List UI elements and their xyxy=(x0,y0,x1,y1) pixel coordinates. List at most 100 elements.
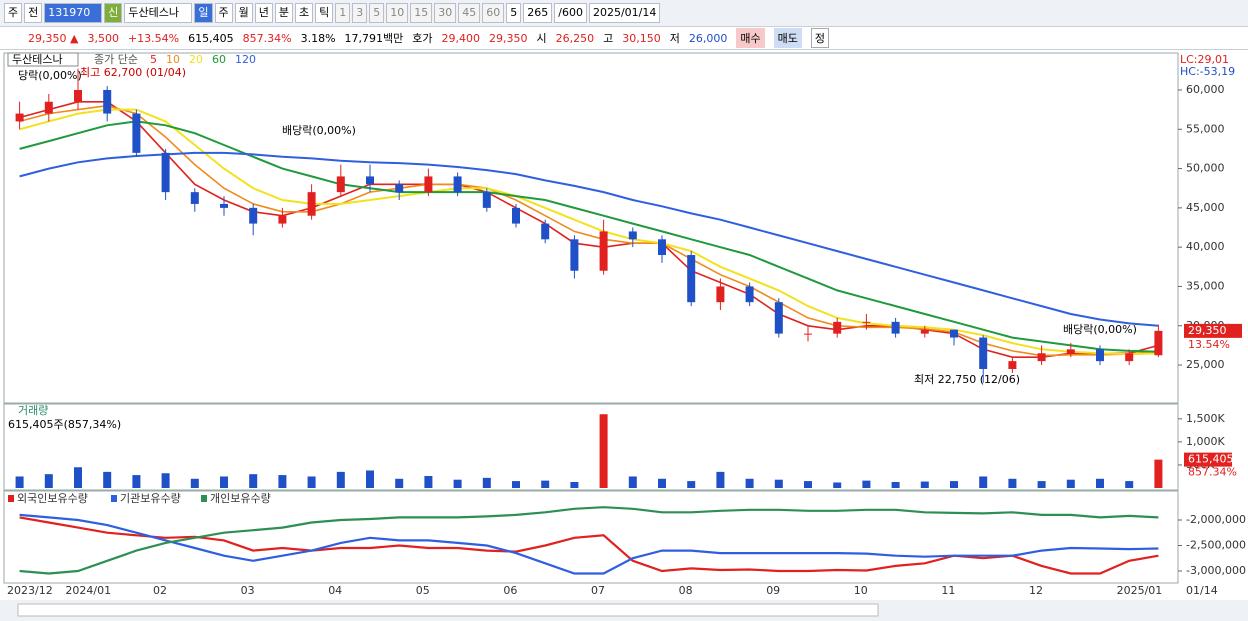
toolbar-item[interactable]: 2025/01/14 xyxy=(588,3,661,23)
candle-body xyxy=(599,231,608,271)
volume-bar xyxy=(74,467,82,488)
volume-bar xyxy=(220,476,228,488)
x-tick-label: 2024/01 xyxy=(65,584,111,597)
x-tick-label: 2023/12 xyxy=(7,584,53,597)
candle-body xyxy=(103,89,112,114)
candle-body xyxy=(716,286,725,303)
x-tick-label: 04 xyxy=(328,584,342,597)
legend-entry: 60 xyxy=(212,53,226,66)
legend-box xyxy=(7,52,79,67)
candle-body xyxy=(979,337,988,369)
volume-bar xyxy=(190,478,199,488)
hc-label: HC:-53,19 xyxy=(1180,65,1235,78)
y-tick-label: -3,000,000 xyxy=(1186,564,1246,577)
x-tick-label: 08 xyxy=(679,584,693,597)
price-tag-bg xyxy=(1184,323,1242,338)
x-tick-label: 2025/01 xyxy=(1117,584,1163,597)
toolbar-item[interactable]: 10 xyxy=(386,3,409,23)
legend-swatch xyxy=(201,495,207,502)
toolbar-item[interactable]: 신 xyxy=(104,3,123,23)
volume-bar xyxy=(482,477,491,488)
toolbar-item[interactable]: 년 xyxy=(254,3,273,23)
info-item: 29,400 xyxy=(441,31,481,45)
legend-title: 두산테스나 xyxy=(12,53,63,66)
info-item[interactable]: 매도 xyxy=(773,28,802,48)
candle-body xyxy=(307,192,316,216)
holding-line xyxy=(19,516,1159,575)
toolbar-item[interactable]: 일 xyxy=(194,3,213,23)
x-end-label: 01/14 xyxy=(1186,584,1218,597)
toolbar-item[interactable]: 5 xyxy=(369,3,385,23)
toolbar-item[interactable]: 두산테스나 xyxy=(124,3,193,23)
toolbar-item[interactable]: 131970 xyxy=(44,3,103,23)
volume-tag-bg xyxy=(1184,452,1232,467)
candle-body xyxy=(1037,353,1046,362)
toolbar-item[interactable]: 265 xyxy=(523,3,553,23)
volume-bar xyxy=(336,471,345,488)
toolbar-item[interactable]: 30 xyxy=(434,3,457,23)
info-item: 17,791백만 xyxy=(344,32,404,45)
ma-line xyxy=(19,101,1159,358)
toolbar-item[interactable]: 5 xyxy=(506,3,522,23)
info-item: 29,350 ▲ xyxy=(28,31,79,45)
price-tag: 29,350 xyxy=(1188,324,1227,337)
toolbar-item[interactable]: 전 xyxy=(24,3,43,23)
volume-bar xyxy=(15,476,24,488)
ma-line xyxy=(19,120,1159,353)
x-tick-label: 12 xyxy=(1029,584,1043,597)
candle-body xyxy=(220,203,228,208)
info-item[interactable]: 매수 xyxy=(736,28,765,48)
volume-bar xyxy=(132,475,141,488)
info-item: 고 xyxy=(603,32,614,45)
ma-line xyxy=(19,108,1159,356)
toolbar-item[interactable]: /600 xyxy=(554,3,587,23)
volume-bar xyxy=(920,481,929,488)
candle-body xyxy=(745,286,754,303)
candle-body xyxy=(862,321,871,323)
toolbar-item[interactable]: 분 xyxy=(274,3,293,23)
toolbar-item[interactable]: 월 xyxy=(234,3,253,23)
x-tick-label: 02 xyxy=(153,584,167,597)
volume-bar xyxy=(366,470,374,488)
toolbar-item[interactable]: 60 xyxy=(482,3,505,23)
candle-body xyxy=(570,239,579,271)
volume-bar xyxy=(687,481,696,488)
legend-entry: 10 xyxy=(166,53,180,66)
toolbar-item[interactable]: 3 xyxy=(352,3,368,23)
info-item[interactable]: 정 xyxy=(810,28,830,48)
volume-bar xyxy=(950,481,958,488)
candle-body xyxy=(774,302,783,334)
candle-body xyxy=(132,113,141,153)
y-tick-label: 1,500K xyxy=(1186,412,1225,425)
lc-label: LC:29,01 xyxy=(1180,53,1229,66)
toolbar-item[interactable]: 45 xyxy=(458,3,481,23)
candle-body xyxy=(1125,353,1134,362)
volume-subtitle: 615,405주(857,34%) xyxy=(8,418,121,431)
scroll-thumb[interactable] xyxy=(17,603,879,617)
toolbar-item[interactable]: 15 xyxy=(410,3,433,23)
info-item: 3.18% xyxy=(300,31,336,45)
volume-bar xyxy=(1066,479,1075,488)
candle-body xyxy=(366,176,374,185)
candle-body xyxy=(453,176,462,193)
volume-bar xyxy=(307,476,316,488)
ma-line xyxy=(19,104,1159,357)
volume-bar xyxy=(833,482,842,488)
annotation: 최저 22,750 (12/06) xyxy=(914,373,1020,386)
toolbar-item[interactable]: 주 xyxy=(214,3,233,23)
toolbar-item[interactable]: 초 xyxy=(295,3,314,23)
info-item: 저 xyxy=(669,32,680,45)
info-item: 26,000 xyxy=(688,31,728,45)
volume-bar xyxy=(395,478,404,488)
candle-body xyxy=(950,329,958,338)
candle-body xyxy=(336,176,345,193)
ma-line xyxy=(19,151,1159,327)
toolbar: 주 전 131970 신 두산테스나 일 주 월 년 분 초 틱 1 3 5 10 15 30 45 60 5 265/6… xyxy=(0,0,1248,27)
candle-body xyxy=(424,176,433,193)
volume-bar xyxy=(658,478,666,488)
toolbar-item[interactable]: 틱 xyxy=(315,3,334,23)
toolbar-item[interactable]: 1 xyxy=(335,3,351,23)
volume-bar xyxy=(1125,481,1134,488)
volume-bar xyxy=(1037,481,1046,488)
toolbar-item[interactable]: 주 xyxy=(4,3,23,23)
